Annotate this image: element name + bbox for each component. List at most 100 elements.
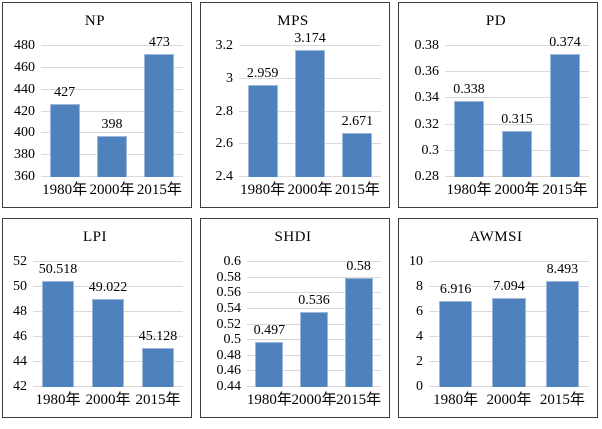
chart-title: SHDI bbox=[274, 229, 312, 245]
chart-panel-mps: MPS 2.4 2.6 2.8 3 3.2 2.959 1980年 3.174 2000年 2.… bbox=[200, 2, 390, 208]
bar-value-label: 398 bbox=[101, 116, 123, 132]
bar bbox=[501, 131, 533, 177]
y-tick-label: 0.34 bbox=[414, 90, 440, 106]
y-tick-label: 2.6 bbox=[215, 136, 234, 152]
bar-value-label: 49.022 bbox=[88, 280, 128, 296]
bar bbox=[255, 342, 284, 387]
x-axis-label: 2000年 bbox=[291, 392, 337, 408]
y-tick-label: 50 bbox=[13, 279, 27, 294]
chart-body: 360 380 400 420 440 460 480 427 1980年 398 2000年 47… bbox=[7, 35, 183, 198]
bar bbox=[342, 132, 373, 177]
y-tick-label: 52 bbox=[13, 254, 27, 269]
y-tick-label: 46 bbox=[13, 329, 27, 344]
chart-body: 2.4 2.6 2.8 3 3.2 2.959 1980年 3.174 2000年 2.671 2… bbox=[205, 32, 381, 198]
x-axis-label: 2015年 bbox=[135, 392, 181, 408]
y-tick-label: 2 bbox=[416, 354, 423, 369]
bar bbox=[247, 85, 278, 177]
gridline bbox=[429, 261, 589, 262]
y-tick-label: 3 bbox=[226, 70, 233, 86]
bar bbox=[97, 135, 127, 177]
chart-title: MPS bbox=[277, 13, 309, 29]
gridline bbox=[445, 71, 589, 73]
chart-title: PD bbox=[485, 13, 507, 29]
y-tick-label: 360 bbox=[14, 169, 35, 184]
y-tick-label: 0.5 bbox=[223, 332, 242, 348]
gridline bbox=[247, 276, 381, 278]
chart-body: 0 2 4 6 8 10 6.916 1980年 7.094 2000年 8.493 2015年 bbox=[403, 255, 589, 408]
y-tick-label: 4 bbox=[416, 329, 423, 344]
y-axis: 42 44 46 48 50 52 bbox=[7, 255, 33, 394]
gridline bbox=[429, 286, 589, 287]
y-tick-label: 0.3 bbox=[421, 142, 440, 158]
chart-title: LPI bbox=[83, 229, 107, 245]
gridline bbox=[41, 110, 183, 112]
bar-value-label: 473 bbox=[148, 34, 170, 50]
x-axis-label: 2015年 bbox=[136, 182, 182, 198]
x-axis-label: 2000年 bbox=[287, 182, 333, 198]
x-axis-label: 1980年 bbox=[246, 392, 292, 408]
y-tick-label: 44 bbox=[13, 354, 27, 369]
plot-area: 427 1980年 398 2000年 473 2015年 bbox=[41, 35, 183, 198]
gridline bbox=[247, 292, 381, 294]
bar bbox=[545, 280, 580, 387]
gridline bbox=[33, 261, 183, 262]
bar bbox=[438, 300, 473, 387]
bar-value-label: 0.315 bbox=[501, 112, 533, 128]
gridline bbox=[33, 286, 183, 287]
bar-value-label: 0.58 bbox=[346, 258, 371, 274]
y-axis: 0.44 0.46 0.48 0.5 0.52 0.54 0.56 0.58 0.6 bbox=[205, 255, 247, 394]
plot-area: 0.497 1980年 0.536 2000年 0.58 2015年 bbox=[247, 258, 381, 407]
x-axis-label: 1980年 bbox=[446, 182, 492, 198]
plot-area: 50.518 1980年 49.022 2000年 45.128 2015年 bbox=[33, 261, 183, 408]
chart-panel-np: NP 360 380 400 420 440 460 480 427 1980年 398 2000… bbox=[2, 2, 192, 208]
chart-body: 0.28 0.3 0.32 0.34 0.36 0.38 0.338 1980年 0.315 2… bbox=[403, 35, 589, 198]
y-axis: 0 2 4 6 8 10 bbox=[403, 255, 429, 394]
plot-area: 0.338 1980年 0.315 2000年 0.374 2015年 bbox=[445, 35, 589, 198]
y-tick-label: 2.8 bbox=[215, 103, 234, 119]
y-tick-label: 0.58 bbox=[216, 269, 242, 285]
chart-panel-lpi: LPI 42 44 46 48 50 52 50.518 1980年 49.022 2000年 4… bbox=[2, 218, 192, 418]
y-axis: 360 380 400 420 440 460 480 bbox=[7, 39, 41, 184]
bar bbox=[42, 280, 74, 387]
y-tick-label: 42 bbox=[13, 379, 27, 394]
bar bbox=[344, 277, 373, 387]
x-axis-label: 2015年 bbox=[334, 182, 380, 198]
bar-value-label: 0.338 bbox=[453, 82, 485, 98]
bar-value-label: 0.497 bbox=[253, 323, 286, 339]
y-tick-label: 2.4 bbox=[215, 169, 234, 184]
y-tick-label: 440 bbox=[14, 81, 35, 97]
bar bbox=[549, 53, 581, 177]
chart-body: 42 44 46 48 50 52 50.518 1980年 49.022 2000年 45.12… bbox=[7, 255, 183, 408]
bar bbox=[49, 103, 80, 177]
y-tick-label: 0.54 bbox=[216, 300, 242, 316]
bar-value-label: 0.536 bbox=[298, 293, 330, 308]
y-tick-label: 0.36 bbox=[414, 64, 440, 80]
x-axis-label: 2015年 bbox=[542, 182, 588, 198]
y-tick-label: 3.2 bbox=[215, 38, 234, 53]
x-axis-label: 2000年 bbox=[89, 182, 135, 198]
chart-panel-pd: PD 0.28 0.3 0.32 0.34 0.36 0.38 0.338 1980年 0.3… bbox=[398, 2, 598, 208]
plot-area: 6.916 1980年 7.094 2000年 8.493 2015年 bbox=[429, 261, 589, 408]
y-tick-label: 0.44 bbox=[216, 379, 242, 394]
gridline bbox=[41, 66, 183, 68]
plot-area: 2.959 1980年 3.174 2000年 2.671 2015年 bbox=[239, 32, 381, 198]
y-tick-label: 400 bbox=[14, 125, 35, 141]
chart-title: NP bbox=[84, 13, 106, 29]
bar-value-label: 8.493 bbox=[546, 261, 579, 277]
bar bbox=[453, 101, 485, 177]
bar-value-label: 2.959 bbox=[246, 66, 279, 82]
gridline bbox=[239, 45, 381, 46]
y-axis: 0.28 0.3 0.32 0.34 0.36 0.38 bbox=[403, 39, 445, 184]
gridline bbox=[445, 97, 589, 99]
y-tick-label: 0.38 bbox=[414, 38, 440, 53]
y-tick-label: 0.52 bbox=[216, 316, 242, 332]
y-tick-label: 0.32 bbox=[414, 116, 440, 132]
bar-value-label: 7.094 bbox=[493, 279, 525, 295]
y-tick-label: 0 bbox=[416, 379, 423, 394]
y-tick-label: 0.56 bbox=[216, 285, 242, 301]
y-tick-label: 0.6 bbox=[223, 254, 242, 269]
y-tick-label: 6 bbox=[416, 304, 423, 319]
y-tick-label: 48 bbox=[13, 304, 27, 319]
gridline bbox=[247, 307, 381, 309]
